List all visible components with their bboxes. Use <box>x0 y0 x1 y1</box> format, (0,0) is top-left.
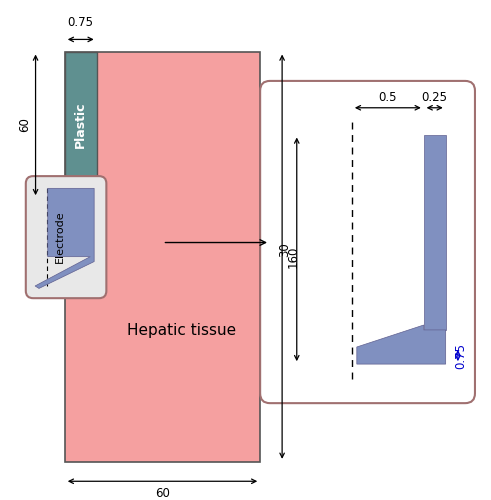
Text: 60: 60 <box>155 487 170 500</box>
Bar <box>65 52 97 198</box>
Text: Plastic: Plastic <box>74 102 87 148</box>
Text: 0.75: 0.75 <box>68 16 94 28</box>
Text: 0.75: 0.75 <box>454 342 467 368</box>
Bar <box>424 134 446 330</box>
FancyBboxPatch shape <box>26 176 107 298</box>
Text: 160: 160 <box>286 246 300 268</box>
Polygon shape <box>357 325 446 364</box>
Text: 0.25: 0.25 <box>422 90 448 104</box>
Text: 60: 60 <box>18 118 31 132</box>
Text: 0.5: 0.5 <box>379 90 397 104</box>
Text: Hepatic tissue: Hepatic tissue <box>128 323 237 338</box>
Bar <box>65 52 260 462</box>
Text: Electrode: Electrode <box>55 211 65 264</box>
FancyBboxPatch shape <box>260 81 475 403</box>
Text: 30: 30 <box>278 242 291 256</box>
Polygon shape <box>35 188 94 288</box>
